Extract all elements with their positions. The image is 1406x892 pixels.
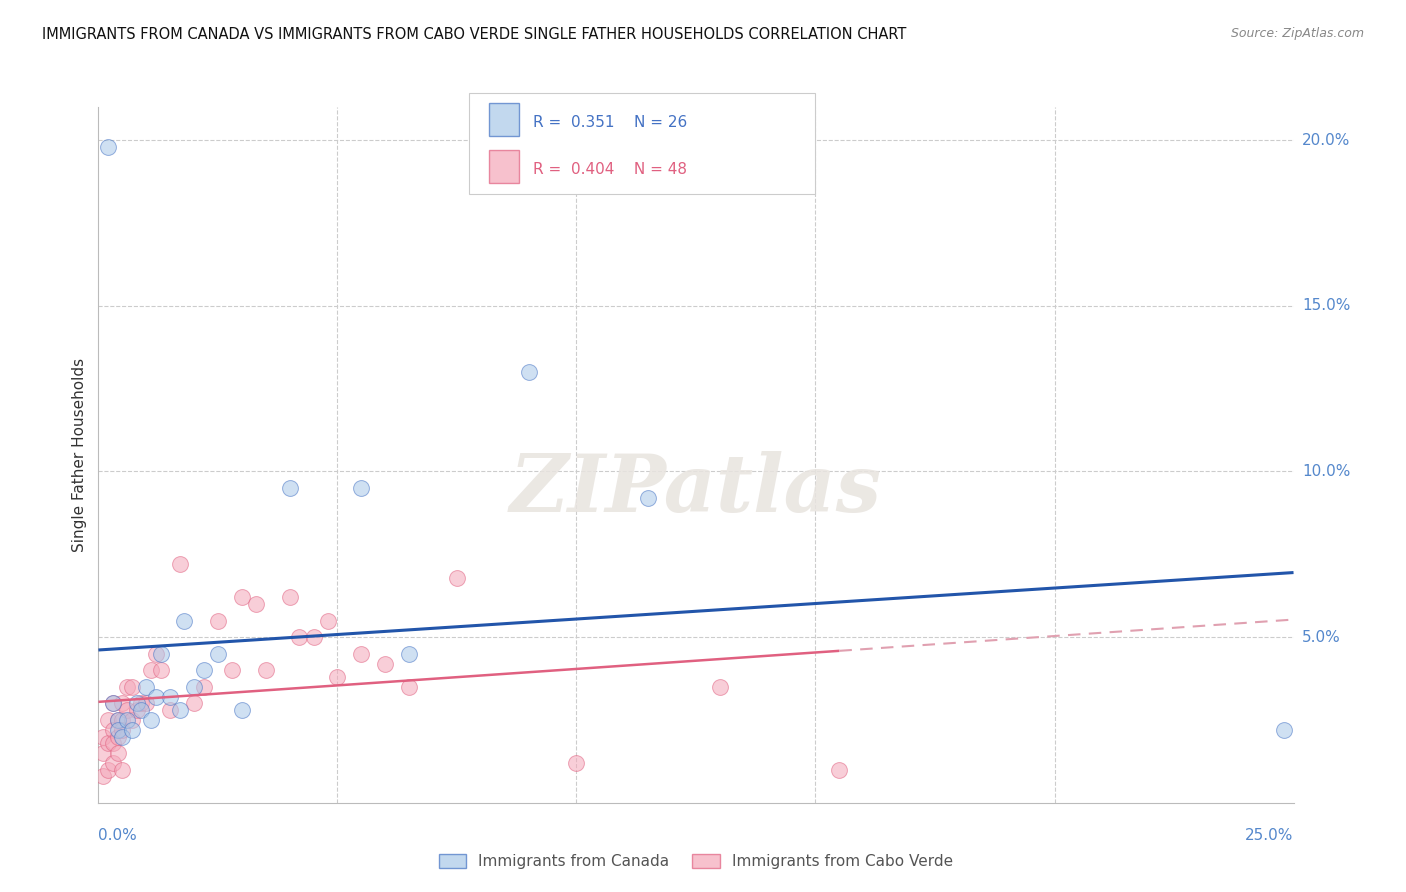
Point [169, 558, 191, 572]
Point [107, 723, 129, 737]
Point [278, 591, 301, 605]
Point [131, 703, 153, 717]
Text: IMMIGRANTS FROM CANADA VS IMMIGRANTS FROM CABO VERDE SINGLE FATHER HOUSEHOLDS CO: IMMIGRANTS FROM CANADA VS IMMIGRANTS FRO… [42, 27, 907, 42]
Text: 20.0%: 20.0% [1302, 133, 1350, 148]
Point [316, 614, 339, 628]
Point [231, 591, 253, 605]
Point [173, 614, 195, 628]
Point [97, 140, 120, 154]
Point [101, 697, 124, 711]
Point [221, 663, 243, 677]
Point [101, 756, 124, 770]
Point [183, 697, 205, 711]
Point [115, 713, 138, 727]
Point [97, 713, 120, 727]
Point [159, 703, 181, 717]
Point [637, 491, 659, 505]
FancyBboxPatch shape [489, 150, 519, 183]
Point [149, 647, 172, 661]
Point [288, 630, 311, 644]
Point [107, 713, 129, 727]
Point [91, 746, 114, 760]
Point [139, 713, 162, 727]
Point [107, 746, 129, 760]
Point [111, 730, 134, 744]
Point [254, 663, 277, 677]
FancyBboxPatch shape [489, 103, 519, 136]
Point [101, 736, 124, 750]
Point [101, 723, 124, 737]
Point [121, 713, 143, 727]
Text: R =  0.404    N = 48: R = 0.404 N = 48 [533, 162, 688, 178]
Point [149, 663, 172, 677]
Point [131, 697, 153, 711]
Point [101, 697, 124, 711]
Point [159, 690, 181, 704]
Point [193, 680, 215, 694]
Y-axis label: Single Father Households: Single Father Households [72, 358, 87, 552]
Point [193, 663, 215, 677]
Point [326, 670, 349, 684]
Point [125, 697, 148, 711]
Point [374, 657, 396, 671]
Text: 0.0%: 0.0% [98, 828, 138, 843]
Point [91, 730, 114, 744]
Point [139, 663, 162, 677]
Point [350, 481, 373, 495]
Point [111, 713, 134, 727]
Point [169, 703, 191, 717]
Point [115, 680, 138, 694]
Point [398, 647, 420, 661]
Point [207, 647, 229, 661]
Point [121, 723, 143, 737]
Point [107, 730, 129, 744]
Point [107, 713, 129, 727]
Point [709, 680, 731, 694]
Point [398, 680, 420, 694]
FancyBboxPatch shape [470, 93, 815, 194]
Point [183, 680, 205, 694]
Point [245, 597, 267, 611]
Point [302, 630, 325, 644]
Legend: Immigrants from Canada, Immigrants from Cabo Verde: Immigrants from Canada, Immigrants from … [433, 848, 959, 875]
Text: ZIPatlas: ZIPatlas [510, 451, 882, 528]
Point [207, 614, 229, 628]
Point [115, 703, 138, 717]
Point [278, 481, 301, 495]
Point [135, 697, 157, 711]
Point [828, 763, 851, 777]
Point [145, 647, 167, 661]
Point [135, 680, 157, 694]
Point [111, 697, 134, 711]
Text: 5.0%: 5.0% [1302, 630, 1340, 645]
Point [145, 690, 167, 704]
Point [97, 736, 120, 750]
Point [1272, 723, 1295, 737]
Point [91, 769, 114, 783]
Text: R =  0.351    N = 26: R = 0.351 N = 26 [533, 115, 688, 130]
Text: Source: ZipAtlas.com: Source: ZipAtlas.com [1230, 27, 1364, 40]
Point [97, 763, 120, 777]
Point [517, 365, 540, 379]
Point [446, 570, 468, 584]
Text: 15.0%: 15.0% [1302, 298, 1350, 313]
Point [231, 703, 253, 717]
Point [121, 680, 143, 694]
Point [565, 756, 588, 770]
Point [111, 723, 134, 737]
Text: 10.0%: 10.0% [1302, 464, 1350, 479]
Point [111, 763, 134, 777]
Text: 25.0%: 25.0% [1246, 828, 1294, 843]
Point [125, 703, 148, 717]
Point [350, 647, 373, 661]
